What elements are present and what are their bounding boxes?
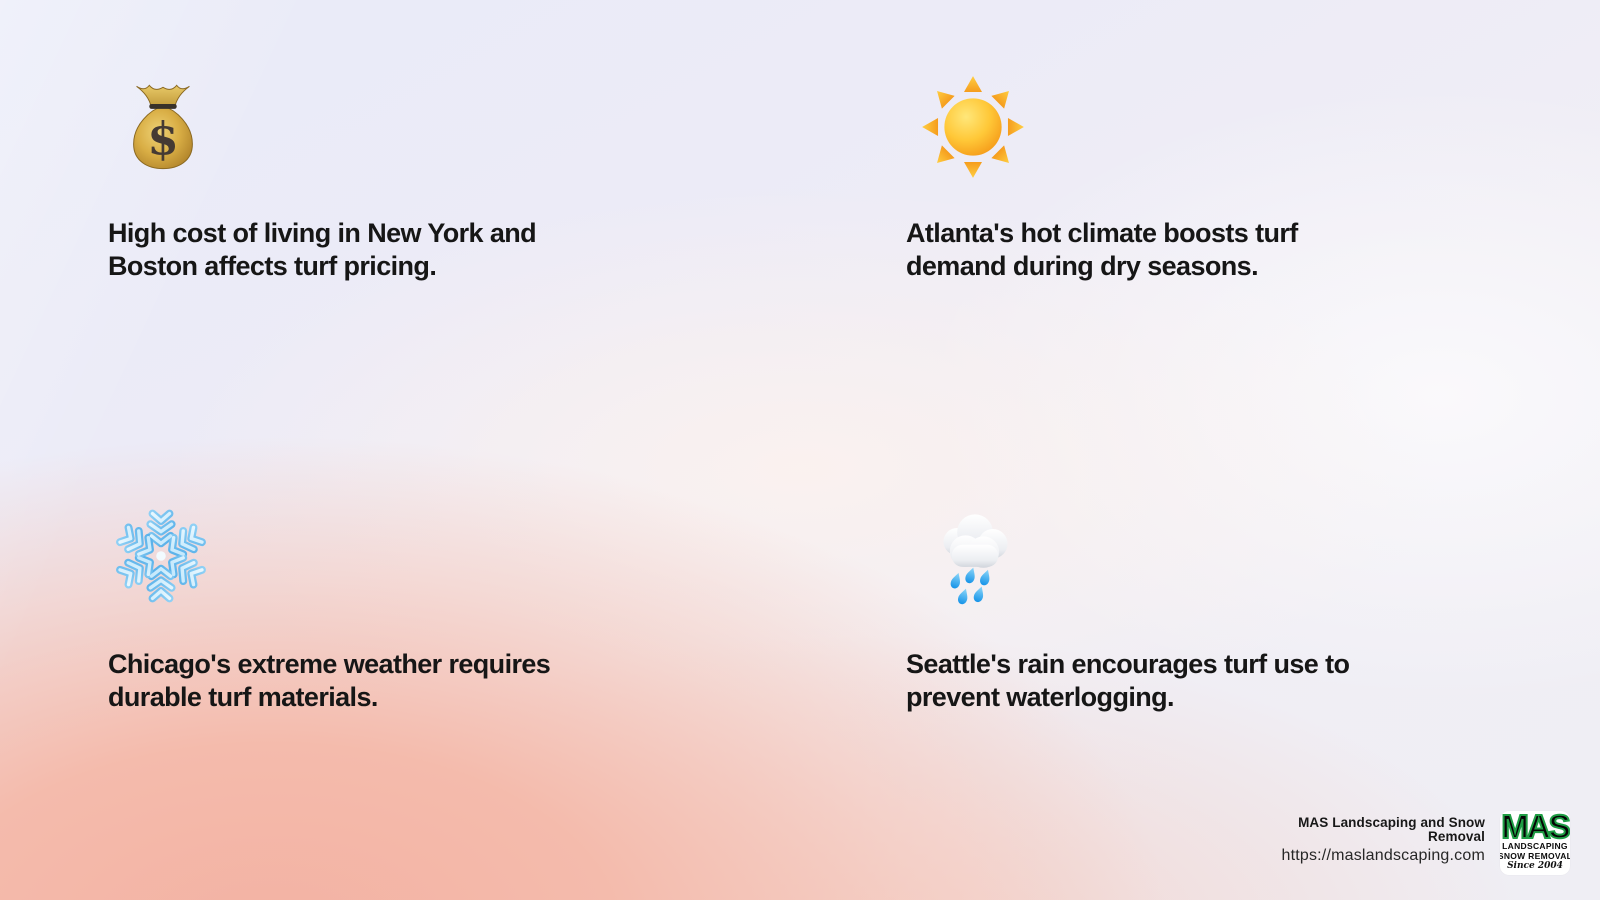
card-caption: Atlanta's hot climate boosts turf demand… [906, 217, 1298, 283]
caption-line: Seattle's rain encourages turf use to [906, 649, 1350, 679]
caption-line: Chicago's extreme weather requires [108, 649, 551, 679]
caption-line: demand during dry seasons. [906, 251, 1259, 281]
card-caption: Chicago's extreme weather requires durab… [108, 648, 551, 714]
caption-line: Boston affects turf pricing. [108, 251, 437, 281]
card-caption: High cost of living in New York and Bost… [108, 217, 537, 283]
logo-artwork: MAS LANDSCAPING SNOW REMOVAL Since 2004 [1500, 811, 1570, 872]
company-logo: MAS LANDSCAPING SNOW REMOVAL Since 2004 [1500, 811, 1570, 875]
website-url: https://maslandscaping.com [1281, 846, 1485, 864]
card-new-york-boston: $ High cost of living in New York and Bo… [108, 66, 668, 296]
sun-icon [920, 74, 1026, 180]
card-chicago: Chicago's extreme weather requires durab… [108, 497, 668, 727]
logo-subline-landscaping: LANDSCAPING [1502, 841, 1568, 851]
brand-name-line: MAS Landscaping and Snow [1298, 815, 1485, 830]
caption-line: durable turf materials. [108, 682, 378, 712]
caption-line: prevent waterlogging. [906, 682, 1175, 712]
logo-wordmark: MAS [1500, 811, 1570, 845]
caption-line: Atlanta's hot climate boosts turf [906, 218, 1298, 248]
card-atlanta: Atlanta's hot climate boosts turf demand… [906, 66, 1466, 296]
dollar-glyph: $ [147, 112, 178, 165]
brand-name-line: Removal [1428, 828, 1485, 844]
rain-cloud-icon [920, 507, 1030, 612]
money-bag-icon: $ [114, 74, 212, 181]
logo-subline-snow-removal: SNOW REMOVAL [1500, 850, 1570, 861]
card-seattle: Seattle's rain encourages turf use to pr… [906, 497, 1466, 727]
snowflake-icon [108, 502, 214, 610]
logo-since-text: Since 2004 [1507, 861, 1563, 871]
caption-line: High cost of living in New York and [108, 218, 537, 248]
footer-branding: MAS Landscaping and Snow Removal https:/… [1281, 816, 1485, 864]
card-caption: Seattle's rain encourages turf use to pr… [906, 648, 1350, 714]
